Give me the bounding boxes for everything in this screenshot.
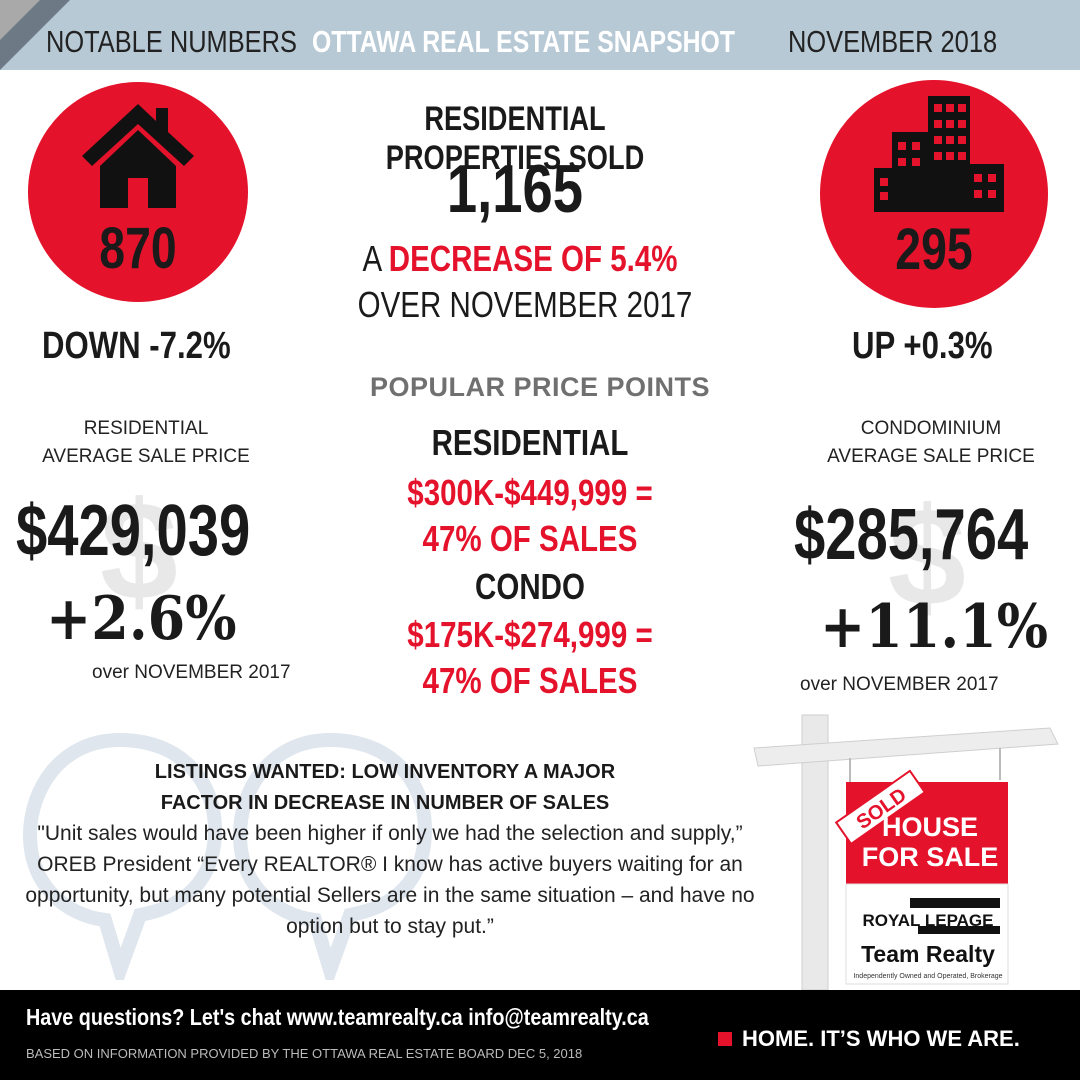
- for-sale-sign: SOLD HOUSE FOR SALE ROYAL LEPAGE Team Re…: [753, 714, 1059, 990]
- residential-price-label-line2: AVERAGE SALE PRICE: [42, 446, 250, 467]
- residential-sold-change: DOWN -7.2%: [42, 325, 231, 367]
- footer-tagline: HOME. IT’S WHO WE ARE.: [718, 1026, 1020, 1052]
- condo-average-price: $285,764: [794, 495, 1029, 575]
- sign-brand-team-realty: Team Realty: [861, 941, 995, 967]
- footer-contact: Have questions? Let's chat www.teamrealt…: [26, 1004, 649, 1030]
- price-point-condo-label: CONDO: [475, 566, 585, 607]
- condo-price-label: CONDOMINIUM AVERAGE SALE PRICE: [810, 415, 1052, 471]
- sign-brokerage-tagline: Independently Owned and Operated, Broker…: [853, 973, 1002, 980]
- residential-average-price: $429,039: [16, 491, 251, 571]
- header-corner-accent-light: [0, 0, 40, 40]
- price-point-condo-range: $175K-$274,999 =: [407, 614, 653, 655]
- condo-sold-change: UP +0.3%: [852, 325, 993, 367]
- sold-change-period: OVER NOVEMBER 2017: [357, 284, 693, 325]
- header-title: OTTAWA REAL ESTATE SNAPSHOT: [312, 24, 735, 59]
- sold-change-highlight: DECREASE OF 5.4%: [388, 238, 678, 279]
- sign-for-sale: FOR SALE: [862, 842, 999, 872]
- sold-change-prefix: A: [362, 238, 389, 279]
- condo-price-period: over NOVEMBER 2017: [800, 674, 999, 695]
- sold-total: 1,165: [446, 151, 584, 227]
- sign-house: HOUSE: [882, 812, 978, 842]
- price-point-residential-share: 47% OF SALES: [422, 518, 638, 559]
- popular-price-points-title: POPULAR PRICE POINTS: [369, 372, 711, 402]
- condo-sold-count: 295: [895, 217, 973, 282]
- footer-tagline-text: HOME. IT’S WHO WE ARE.: [742, 1026, 1020, 1051]
- residential-price-label: RESIDENTIAL AVERAGE SALE PRICE: [26, 415, 266, 471]
- red-square-icon: [718, 1032, 732, 1046]
- residential-sold-count: 870: [99, 216, 177, 281]
- residential-price-period: over NOVEMBER 2017: [92, 662, 291, 683]
- residential-sold-circle: 870: [28, 82, 248, 302]
- sold-change-line: A DECREASE OF 5.4%: [340, 238, 701, 280]
- condo-sold-circle: 295: [820, 80, 1048, 308]
- residential-price-change: +2.6%: [46, 584, 237, 654]
- header-bar: NOTABLE NUMBERS OTTAWA REAL ESTATE SNAPS…: [0, 0, 1080, 70]
- sign-brand-royal-lepage: ROYAL LEPAGE: [863, 911, 994, 930]
- price-point-residential-label: RESIDENTIAL: [431, 422, 629, 463]
- header-label: NOTABLE NUMBERS: [46, 24, 297, 59]
- sold-title: RESIDENTIAL PROPERTIES SOLD: [385, 100, 645, 177]
- header-date: NOVEMBER 2018: [788, 24, 998, 59]
- quote-title-line1: LISTINGS WANTED: LOW INVENTORY A MAJOR: [154, 761, 616, 783]
- dollar-watermark-icon: $: [888, 478, 966, 635]
- price-point-residential-range: $300K-$449,999 =: [407, 472, 653, 513]
- dollar-watermark-icon: $: [100, 472, 178, 629]
- quote-body: "Unit sales would have been higher if on…: [25, 822, 755, 938]
- buildings-icon: [874, 96, 1004, 212]
- quote-title-line2: FACTOR IN DECREASE IN NUMBER OF SALES: [160, 792, 610, 814]
- quote-marks-icon: [22, 732, 433, 980]
- footer-bar: [0, 990, 1080, 1080]
- condo-price-change: +11.1%: [820, 592, 1049, 662]
- condo-price-label-line2: AVERAGE SALE PRICE: [827, 446, 1035, 467]
- price-point-condo-share: 47% OF SALES: [422, 660, 638, 701]
- residential-price-label-line1: RESIDENTIAL: [83, 418, 209, 439]
- condo-price-label-line1: CONDOMINIUM: [860, 418, 1002, 439]
- house-icon: [82, 104, 194, 208]
- footer-source: BASED ON INFORMATION PROVIDED BY THE OTT…: [26, 1046, 583, 1061]
